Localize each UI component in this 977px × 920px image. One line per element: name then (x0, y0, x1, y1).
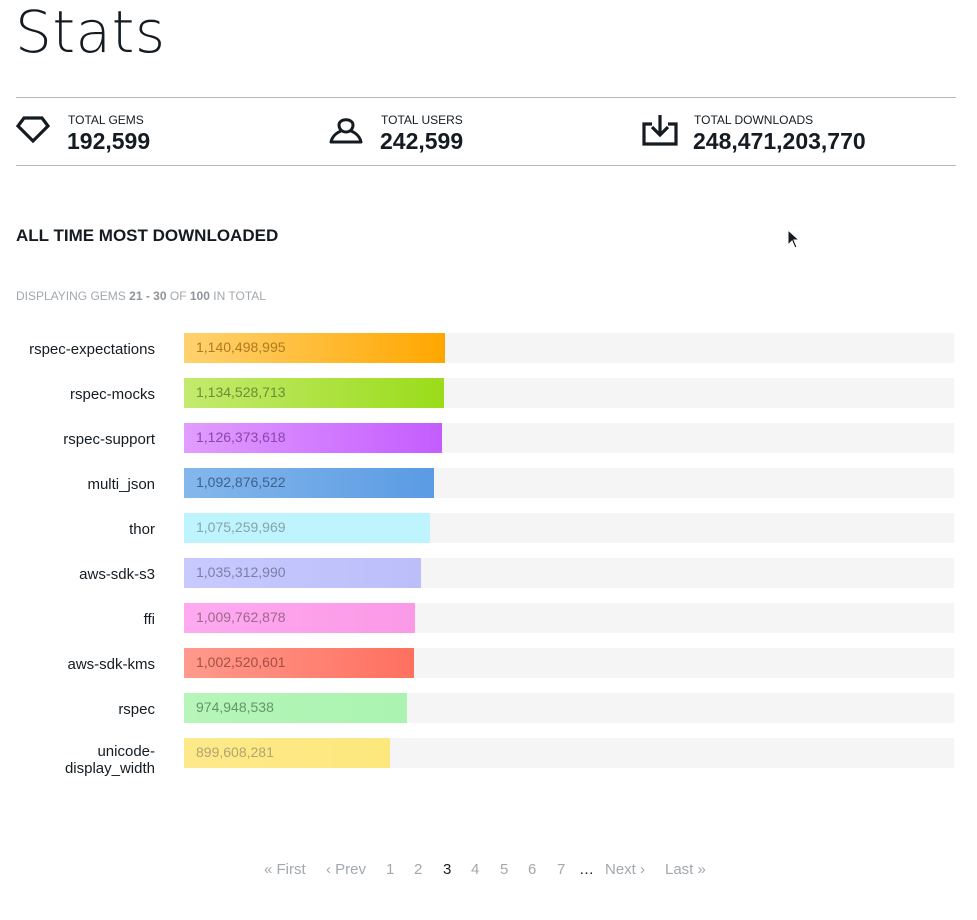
gem-name-link[interactable]: rspec-support (63, 431, 155, 448)
gem-row: rspec 974,948,538 (0, 693, 977, 723)
bar-track: 1,134,528,713 (184, 378, 954, 408)
download-count: 1,126,373,618 (196, 429, 286, 445)
user-icon (329, 118, 363, 144)
download-bar (184, 468, 434, 498)
gem-name-link[interactable]: unicode-display_width (64, 743, 155, 777)
download-bar (184, 603, 415, 633)
stat-value: 192,599 (67, 128, 151, 154)
bar-track: 1,092,876,522 (184, 468, 954, 498)
gem-name-link[interactable]: rspec-mocks (69, 386, 155, 403)
page-link[interactable]: 7 (557, 861, 566, 878)
gem-name-link[interactable]: multi_json (87, 476, 155, 493)
stat-value: 242,599 (380, 128, 464, 154)
stat-label: TOTAL USERS (381, 113, 463, 127)
mouse-cursor-icon (787, 229, 801, 249)
last-page-link[interactable]: Last » (665, 861, 706, 878)
bar-track: 1,126,373,618 (184, 423, 954, 453)
stat-value: 248,471,203,770 (693, 128, 866, 154)
stat-label: TOTAL DOWNLOADS (694, 113, 814, 127)
bar-track: 1,002,520,601 (184, 648, 954, 678)
download-count: 1,092,876,522 (196, 474, 286, 490)
download-count: 1,035,312,990 (196, 564, 286, 580)
bar-track: 1,075,259,969 (184, 513, 954, 543)
gem-row: aws-sdk-s3 1,035,312,990 (0, 558, 977, 588)
gem-name-link[interactable]: ffi (143, 611, 155, 628)
gem-row: unicode-display_width 899,608,281 (0, 738, 977, 777)
gem-row: rspec-mocks 1,134,528,713 (0, 378, 977, 408)
prev-page-link[interactable]: ‹ Prev (326, 861, 367, 878)
displaying-summary: DISPLAYING GEMS 21 - 30 OF 100 IN TOTAL (16, 289, 266, 303)
gem-name-link[interactable]: aws-sdk-s3 (79, 566, 155, 583)
bar-track: 899,608,281 (184, 738, 954, 768)
page-gap: … (579, 861, 594, 878)
bar-track: 1,140,498,995 (184, 333, 954, 363)
gem-icon (16, 116, 50, 144)
download-bar (184, 378, 444, 408)
page-link[interactable]: 4 (471, 861, 480, 878)
page-link[interactable]: 6 (528, 861, 537, 878)
pagination: « First ‹ Prev 1 2 3 4 5 6 7 … Next › Last » (0, 861, 977, 881)
download-count: 1,009,762,878 (196, 609, 286, 625)
stats-summary: TOTAL GEMS 192,599 TOTAL USERS 242,599 T… (16, 97, 956, 166)
next-page-link[interactable]: Next › (605, 861, 646, 878)
section-title: ALL TIME MOST DOWNLOADED (16, 226, 279, 245)
bar-track: 974,948,538 (184, 693, 954, 723)
page-title: Stats (15, 0, 166, 66)
download-count: 1,075,259,969 (196, 519, 286, 535)
page-link[interactable]: 2 (414, 861, 423, 878)
gem-row: multi_json 1,092,876,522 (0, 468, 977, 498)
gem-row: aws-sdk-kms 1,002,520,601 (0, 648, 977, 678)
download-bar (184, 693, 407, 723)
download-count: 1,002,520,601 (196, 654, 286, 670)
download-count: 899,608,281 (196, 744, 274, 760)
download-bar (184, 333, 445, 363)
displaying-range: 21 - 30 (129, 289, 167, 303)
page-link[interactable]: 5 (500, 861, 509, 878)
displaying-suffix: IN TOTAL (213, 289, 266, 303)
download-count: 1,140,498,995 (196, 339, 286, 355)
page-link[interactable]: 1 (386, 861, 395, 878)
gem-name-link[interactable]: thor (129, 521, 155, 538)
gem-name-link[interactable]: aws-sdk-kms (67, 656, 155, 673)
download-count: 974,948,538 (196, 699, 274, 715)
bar-track: 1,035,312,990 (184, 558, 954, 588)
download-icon (642, 115, 678, 146)
download-bar (184, 423, 442, 453)
download-bar (184, 648, 414, 678)
gem-row: thor 1,075,259,969 (0, 513, 977, 543)
displaying-of: OF (169, 289, 187, 303)
stat-label: TOTAL GEMS (68, 113, 144, 127)
bar-track: 1,009,762,878 (184, 603, 954, 633)
gem-row: rspec-expectations 1,140,498,995 (0, 333, 977, 363)
download-bar (184, 738, 390, 768)
gem-row: ffi 1,009,762,878 (0, 603, 977, 633)
download-count: 1,134,528,713 (196, 384, 286, 400)
gem-row: rspec-support 1,126,373,618 (0, 423, 977, 453)
first-page-link[interactable]: « First (264, 861, 306, 878)
gem-name-link[interactable]: rspec (118, 701, 155, 718)
download-bar (184, 513, 430, 543)
displaying-total: 100 (189, 289, 210, 303)
displaying-prefix: DISPLAYING GEMS (16, 289, 126, 303)
gem-name-link[interactable]: rspec-expectations (29, 341, 155, 358)
download-bar (184, 558, 421, 588)
page-current: 3 (443, 861, 452, 878)
